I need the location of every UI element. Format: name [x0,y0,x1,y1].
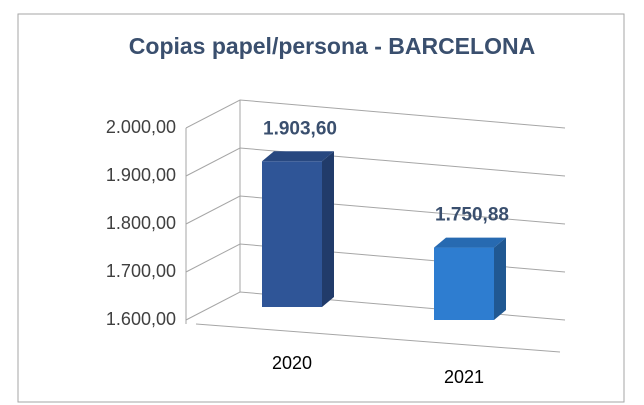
y-tick-label: 1.600,00 [106,309,176,329]
bar [262,161,322,307]
bar [434,247,494,320]
bar-top [262,151,334,162]
data-label: 1.903,60 [263,118,337,139]
bar-top [434,237,506,248]
y-tick-label: 2.000,00 [106,117,176,137]
grid-line [185,147,566,177]
bar-side [322,151,334,307]
chart-title: Copias papel/persona - BARCELONA [129,33,535,59]
grid-line [185,195,566,225]
floor-line [195,323,561,353]
y-tick-label: 1.700,00 [106,261,176,281]
x-tick-label: 2021 [444,367,484,387]
y-tick-label: 1.800,00 [106,213,176,233]
bar-side [494,237,506,320]
grid-line [185,99,566,129]
y-tick-label: 1.900,00 [106,165,176,185]
x-tick-label: 2020 [272,353,312,373]
data-label: 1.750,88 [435,205,509,226]
